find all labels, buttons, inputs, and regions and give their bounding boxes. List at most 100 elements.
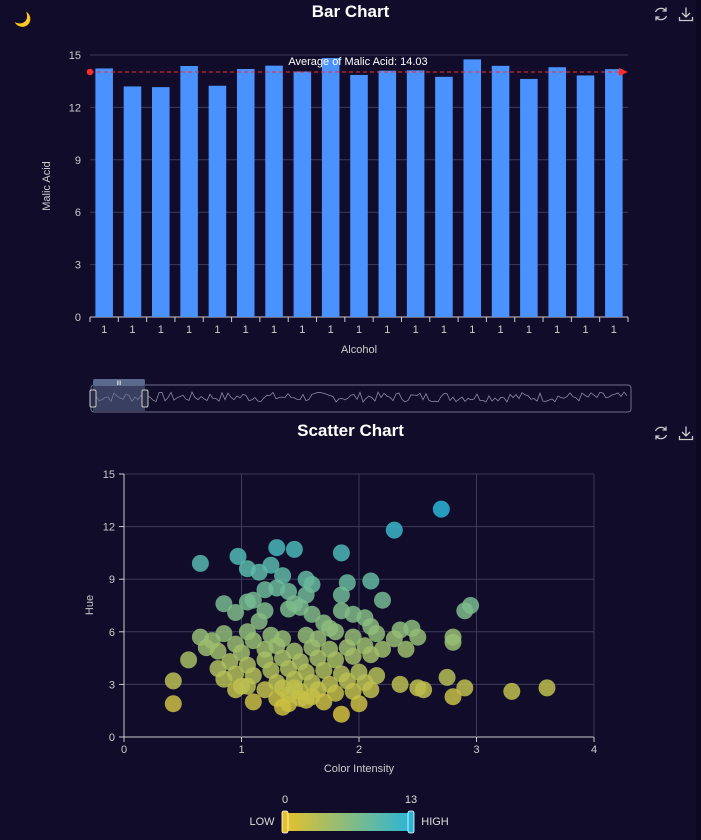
bar-x-tick-label: 1 [554, 324, 560, 336]
bar-y-tick-label: 0 [75, 312, 81, 324]
data-zoom-slider[interactable]: III [89, 379, 632, 413]
bar-x-tick-label: 1 [611, 324, 617, 336]
bar [463, 59, 482, 317]
bar-x-tick-label: 1 [271, 324, 277, 336]
bar-x-tick-label: 1 [328, 324, 334, 336]
scatter-y-tick-label: 6 [109, 627, 115, 639]
visual-map-low-handle[interactable] [281, 810, 289, 834]
scatter-point [332, 705, 350, 723]
data-zoom-right-handle[interactable] [141, 389, 149, 408]
bar-x-tick-label: 1 [526, 324, 532, 336]
download-icon[interactable] [678, 425, 694, 441]
download-icon[interactable] [678, 6, 694, 22]
bar-y-tick-label: 3 [75, 260, 81, 272]
scatter-x-tick-labels: 0 1 2 3 4 [121, 737, 597, 756]
scatter-point [456, 602, 474, 620]
scatter-point [368, 625, 386, 643]
scatter-point [180, 651, 198, 669]
scatter-point [456, 679, 474, 697]
scatter-point [332, 544, 350, 562]
bar-y-axis-title: Malic Acid [41, 161, 53, 211]
scatter-point [303, 688, 321, 706]
scatter-point [315, 661, 333, 679]
scatter-point [191, 554, 209, 572]
bar [95, 68, 113, 317]
visual-map-max-label: 13 [405, 794, 417, 806]
bar-y-tick-label: 6 [75, 207, 81, 219]
bar-y-tick-label: 9 [75, 155, 81, 167]
data-zoom-move-handle[interactable] [93, 379, 145, 386]
scatter-point [262, 556, 280, 574]
visual-map: LOW 0 13 HIGH [249, 794, 449, 834]
scatter-point [303, 605, 321, 623]
bar [548, 67, 566, 317]
scatter-point [164, 695, 182, 713]
bar-series [95, 57, 623, 318]
scrollbar[interactable] [696, 0, 701, 840]
scatter-point [268, 539, 286, 557]
scatter-point [385, 521, 403, 539]
scatter-point [227, 604, 245, 621]
bar [321, 57, 340, 318]
scatter-point [344, 647, 362, 665]
scatter-y-tick-label: 15 [103, 469, 115, 481]
bar [576, 75, 595, 317]
visual-map-min-label: 0 [282, 794, 288, 806]
visual-map-gradient-bar[interactable] [284, 813, 412, 831]
bar-x-tick-label: 1 [413, 324, 419, 336]
bar [350, 74, 368, 317]
scatter-point [229, 547, 247, 565]
average-line-arrow [619, 67, 628, 76]
scatter-point [350, 695, 368, 713]
bar-chart-title: Bar Chart [311, 2, 390, 21]
average-markline [86, 67, 628, 76]
data-zoom-left-handle[interactable] [89, 389, 97, 408]
scatter-point [397, 640, 415, 658]
bar-x-tick-label: 1 [101, 324, 107, 336]
average-label: Average of Malic Acid: 14.03 [288, 56, 427, 68]
bar-y-tick-label: 12 [69, 102, 81, 114]
data-zoom-window[interactable] [93, 386, 145, 411]
bar [491, 65, 510, 317]
scatter-y-tick-label: 12 [103, 522, 115, 534]
visual-map-high-handle[interactable] [407, 810, 415, 834]
scatter-point [244, 693, 262, 711]
bar-y-tick-labels: 0 3 6 9 12 15 [69, 50, 81, 324]
scatter-point [244, 591, 262, 609]
restore-icon[interactable] [653, 6, 669, 22]
scatter-point [164, 672, 182, 690]
bar [520, 78, 538, 317]
bar-x-tick-label: 1 [129, 324, 135, 336]
scatter-point [415, 681, 433, 699]
bar-x-tick-label: 1 [356, 324, 362, 336]
scatter-y-tick-label: 9 [109, 574, 115, 586]
bar-x-tick-label: 1 [469, 324, 475, 336]
scatter-x-tick-label: 3 [473, 744, 479, 756]
data-zoom-handle-label: III [116, 381, 121, 387]
bar [180, 66, 198, 317]
average-line-start-marker [86, 68, 94, 76]
scatter-y-tick-label: 3 [109, 679, 115, 691]
bar-x-axis-title: Alcohol [341, 344, 377, 356]
scatter-series [164, 500, 556, 723]
scatter-point [444, 633, 462, 651]
scatter-point [444, 688, 462, 706]
data-zoom-track[interactable] [90, 384, 632, 413]
scatter-point [285, 540, 303, 558]
theme-toggle-moon-icon[interactable]: 🌙 [14, 11, 32, 27]
bar-x-tick-label: 1 [243, 324, 249, 336]
bar-x-tick-label: 1 [158, 324, 164, 336]
bar [406, 70, 425, 317]
scatter-x-tick-label: 4 [591, 744, 597, 756]
restore-icon[interactable] [653, 425, 669, 441]
bar [265, 65, 283, 317]
scatter-point [274, 698, 292, 716]
scatter-point [538, 679, 556, 697]
scatter-y-tick-label: 0 [109, 732, 115, 744]
scatter-y-tick-labels: 0 3 6 9 12 15 [103, 469, 124, 744]
bar-x-tick-label: 1 [498, 324, 504, 336]
scatter-chart-title: Scatter Chart [297, 421, 404, 440]
